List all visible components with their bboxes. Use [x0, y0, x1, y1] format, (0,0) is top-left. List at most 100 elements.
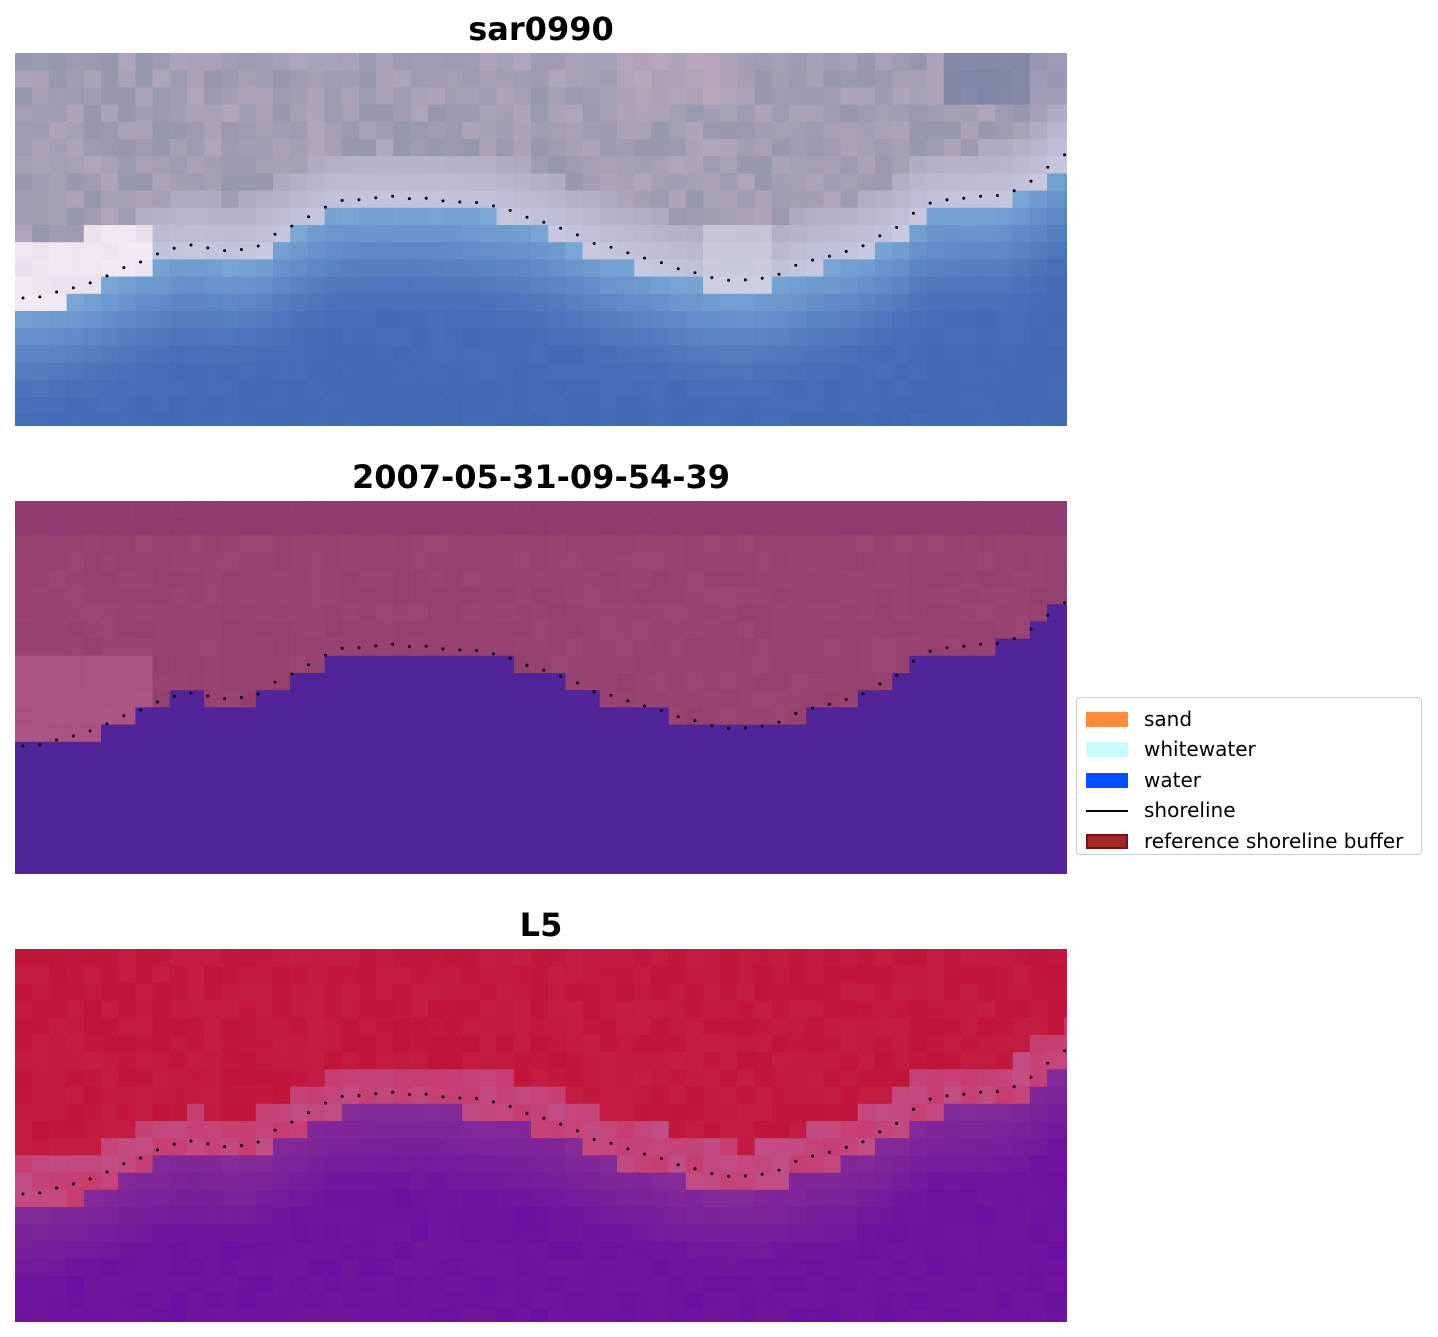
image-pixel: [479, 1000, 498, 1019]
image-pixel: [548, 242, 566, 260]
image-pixel: [737, 397, 756, 415]
image-pixel: [169, 724, 188, 743]
image-pixel: [49, 741, 68, 760]
shoreline-point: [878, 1130, 882, 1134]
image-pixel: [410, 1052, 429, 1070]
image-pixel: [961, 983, 979, 1002]
image-pixel: [617, 259, 635, 278]
image-pixel: [479, 707, 498, 726]
image-pixel: [359, 1207, 377, 1225]
image-pixel: [789, 87, 807, 106]
image-pixel: [290, 87, 308, 106]
image-pixel: [66, 535, 85, 554]
image-pixel: [789, 776, 807, 794]
image-pixel: [393, 139, 412, 157]
image-pixel: [634, 535, 652, 554]
image-pixel: [169, 1121, 188, 1139]
shoreline-point: [323, 653, 327, 657]
image-pixel: [995, 638, 1014, 657]
image-pixel: [685, 1000, 704, 1019]
image-pixel: [599, 139, 618, 157]
image-pixel: [806, 379, 824, 398]
image-pixel: [1064, 70, 1067, 88]
shoreline-point: [945, 198, 949, 202]
image-pixel: [118, 190, 136, 209]
image-pixel: [32, 845, 50, 863]
image-pixel: [685, 104, 704, 123]
image-pixel: [290, 655, 308, 674]
image-pixel: [634, 673, 652, 691]
image-pixel: [393, 983, 412, 1002]
shoreline-point: [861, 1140, 865, 1144]
image-pixel: [83, 983, 102, 1002]
image-pixel: [204, 1069, 222, 1088]
shoreline-point: [189, 691, 193, 695]
image-pixel: [548, 759, 566, 777]
image-pixel: [789, 53, 807, 71]
image-pixel: [49, 397, 68, 415]
image-pixel: [169, 1000, 188, 1019]
image-pixel: [324, 1172, 343, 1191]
image-pixel: [152, 311, 171, 329]
image-pixel: [66, 1224, 85, 1242]
image-pixel: [221, 501, 240, 519]
image-pixel: [393, 1121, 412, 1139]
image-pixel: [978, 345, 996, 364]
image-pixel: [789, 724, 807, 743]
image-pixel: [703, 156, 721, 174]
image-pixel: [32, 604, 50, 622]
image-pixel: [341, 518, 360, 536]
image-pixel: [118, 1207, 136, 1225]
image-pixel: [771, 501, 790, 519]
image-pixel: [720, 1017, 738, 1036]
image-pixel: [806, 655, 824, 674]
image-pixel: [32, 827, 50, 846]
image-pixel: [118, 293, 136, 312]
image-pixel: [15, 1086, 33, 1105]
image-pixel: [857, 1069, 876, 1088]
image-pixel: [823, 1241, 842, 1260]
image-pixel: [83, 552, 102, 571]
image-pixel: [427, 501, 446, 519]
image-pixel: [221, 1086, 240, 1105]
image-pixel: [15, 724, 33, 743]
image-pixel: [754, 501, 773, 519]
image-pixel: [135, 362, 154, 381]
image-pixel: [135, 70, 154, 88]
image-pixel: [737, 1310, 756, 1322]
image-pixel: [651, 1310, 670, 1322]
image-pixel: [943, 966, 962, 984]
image-pixel: [32, 655, 50, 674]
image-pixel: [273, 225, 291, 243]
image-pixel: [49, 362, 68, 381]
image-pixel: [445, 1241, 463, 1260]
image-pixel: [961, 535, 979, 554]
image-pixel: [857, 139, 876, 157]
image-pixel: [823, 862, 842, 874]
image-pixel: [995, 1275, 1014, 1294]
image-pixel: [531, 190, 549, 209]
image-pixel: [926, 1258, 945, 1277]
image-pixel: [238, 207, 257, 226]
image-pixel: [359, 621, 377, 640]
image-pixel: [169, 1172, 188, 1191]
image-pixel: [324, 1052, 343, 1070]
image-pixel: [720, 311, 738, 329]
image-pixel: [1047, 1103, 1065, 1122]
image-pixel: [135, 552, 154, 571]
image-pixel: [513, 1052, 532, 1070]
image-pixel: [926, 104, 945, 123]
image-pixel: [565, 311, 584, 329]
image-pixel: [857, 1000, 876, 1019]
image-pixel: [548, 1035, 566, 1053]
shoreline-point: [760, 724, 764, 728]
image-pixel: [926, 362, 945, 381]
image-pixel: [823, 501, 842, 519]
image-pixel: [410, 1275, 429, 1294]
image-pixel: [823, 1000, 842, 1019]
image-pixel: [187, 673, 205, 691]
image-pixel: [978, 190, 996, 209]
image-pixel: [273, 621, 291, 640]
image-pixel: [599, 1017, 618, 1036]
image-pixel: [273, 1241, 291, 1260]
